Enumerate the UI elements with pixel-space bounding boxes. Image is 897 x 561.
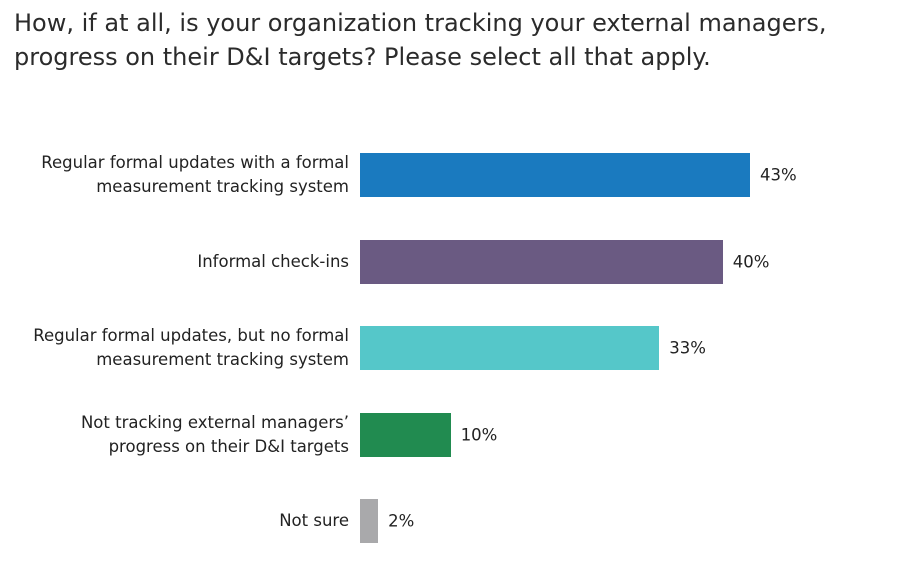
category-label: Informal check-ins bbox=[197, 251, 349, 271]
bar bbox=[360, 239, 723, 284]
bar bbox=[360, 412, 451, 457]
bar bbox=[360, 499, 379, 543]
value-label: 40% bbox=[732, 252, 770, 271]
category-label: Not tracking external managers’ progress… bbox=[80, 412, 349, 456]
chart-title: How, if at all, is your organization tra… bbox=[14, 9, 827, 71]
value-label: 43% bbox=[760, 165, 797, 185]
value-label: 10% bbox=[460, 425, 498, 444]
bar bbox=[360, 326, 660, 370]
category-label: Regular formal updates, but no formal me… bbox=[33, 326, 349, 369]
value-label: 33% bbox=[669, 338, 706, 358]
value-label: 2% bbox=[388, 511, 415, 531]
category-label: Regular formal updates with a formal mea… bbox=[41, 153, 349, 196]
category-label: Not sure bbox=[279, 511, 349, 530]
bar bbox=[360, 153, 750, 197]
